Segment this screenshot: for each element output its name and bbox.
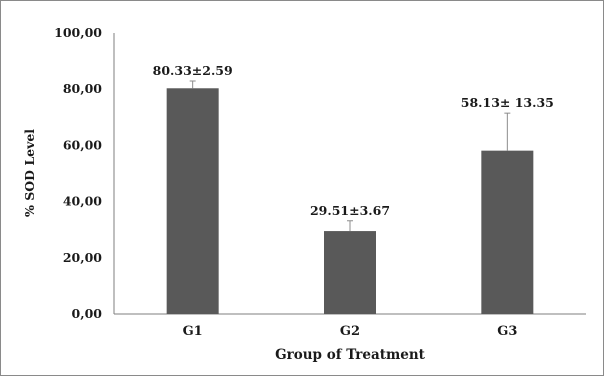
data-labels: 80.33±2.59 29.51±3.67 58.13± 13.35 — [153, 63, 554, 218]
data-label-g3: 58.13± 13.35 — [461, 95, 554, 110]
y-tick-label: 100,00 — [54, 25, 102, 40]
y-tick-label: 80,00 — [63, 81, 102, 96]
y-tick-labels: 0,00 20,00 40,00 60,00 80,00 100,00 — [54, 25, 102, 321]
category-label-g2: G2 — [340, 324, 360, 339]
bars — [166, 88, 534, 314]
error-bars — [189, 80, 511, 232]
y-tick-label: 20,00 — [63, 250, 102, 265]
data-label-g2: 29.51±3.67 — [310, 203, 390, 218]
bar-g2 — [324, 231, 376, 314]
x-axis-title: Group of Treatment — [275, 347, 426, 363]
bar-g1 — [166, 88, 219, 314]
y-axis-title: % SOD Level — [22, 129, 37, 217]
category-label-g3: G3 — [497, 324, 517, 339]
category-label-g1: G1 — [183, 324, 203, 339]
y-tick-label: 0,00 — [72, 306, 103, 321]
y-tick-label: 40,00 — [63, 194, 102, 209]
category-labels: G1 G2 G3 — [183, 324, 518, 339]
data-label-g1: 80.33±2.59 — [153, 63, 233, 78]
y-tick-label: 60,00 — [63, 137, 102, 152]
bar-g3 — [481, 150, 534, 314]
